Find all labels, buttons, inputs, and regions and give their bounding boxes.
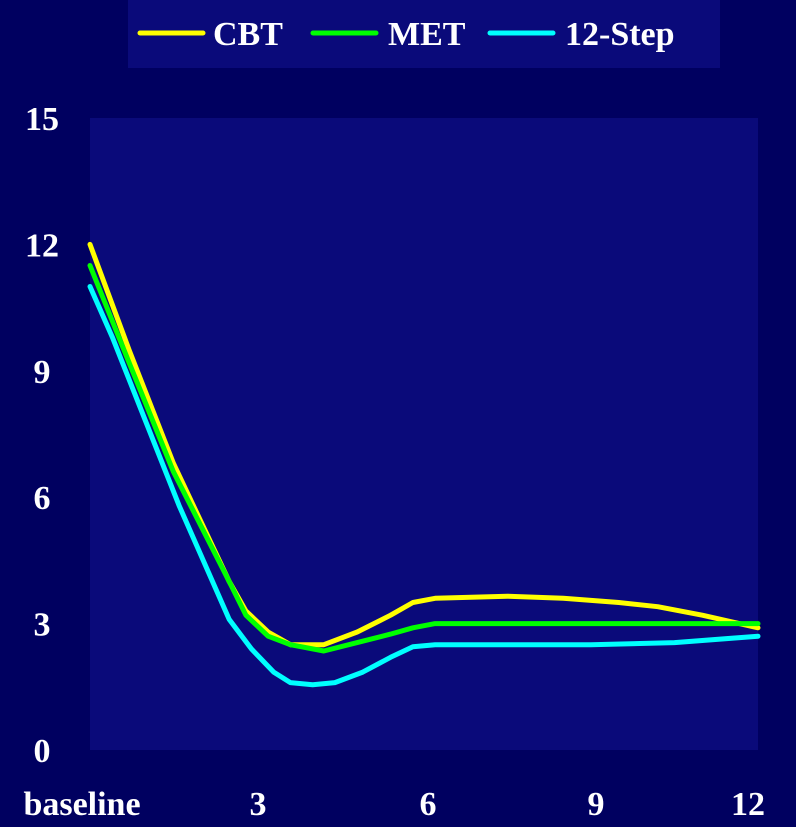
series-layer: [87, 241, 761, 688]
legend-label-12-step: 12-Step: [565, 16, 675, 53]
plot-area: [90, 118, 758, 750]
y-tick-label: 3: [34, 607, 51, 644]
y-tick-label: 0: [34, 733, 51, 770]
y-tick-label: 9: [34, 354, 51, 391]
y-tick-label: 12: [25, 227, 59, 264]
series-line-12-step: [87, 284, 761, 688]
legend-item-12-step: 12-Step: [487, 16, 675, 53]
legend: CBT MET 12-Step: [137, 16, 675, 53]
legend-item-met: MET: [310, 16, 466, 53]
legend-label-cbt: CBT: [213, 16, 283, 53]
x-tick-label: baseline: [23, 786, 140, 823]
legend-background: [128, 0, 720, 68]
legend-label-met: MET: [388, 16, 466, 53]
x-tick-label: 9: [588, 786, 605, 823]
series-line-met: [87, 263, 761, 654]
legend-item-cbt: CBT: [137, 16, 283, 53]
x-tick-label: 12: [731, 786, 765, 823]
y-axis: 0 3 6 9 12 15: [25, 101, 59, 770]
x-axis: baseline 3 6 9 12: [23, 786, 765, 823]
y-tick-label: 6: [34, 480, 51, 517]
x-tick-label: 3: [250, 786, 267, 823]
x-tick-label: 6: [420, 786, 437, 823]
y-tick-label: 15: [25, 101, 59, 138]
